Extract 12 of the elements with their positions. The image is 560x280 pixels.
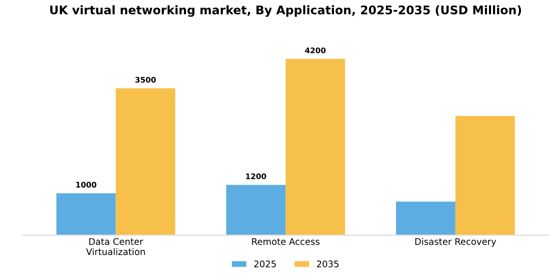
x-tick-label: Disaster Recovery bbox=[415, 238, 496, 247]
x-tick-label: Remote Access bbox=[252, 238, 320, 245]
legend-label: 2025 bbox=[254, 260, 276, 268]
bar bbox=[56, 193, 116, 236]
bar bbox=[226, 184, 286, 236]
x-tick-label: Data Center Virtualization bbox=[86, 238, 145, 256]
bar bbox=[286, 58, 346, 236]
legend-label: 2035 bbox=[316, 260, 338, 268]
bar bbox=[455, 116, 515, 236]
chart-title: UK virtual networking market, By Application, 2025-2035 (USD Million) bbox=[50, 5, 522, 17]
bar bbox=[116, 88, 176, 236]
bar bbox=[396, 202, 456, 236]
